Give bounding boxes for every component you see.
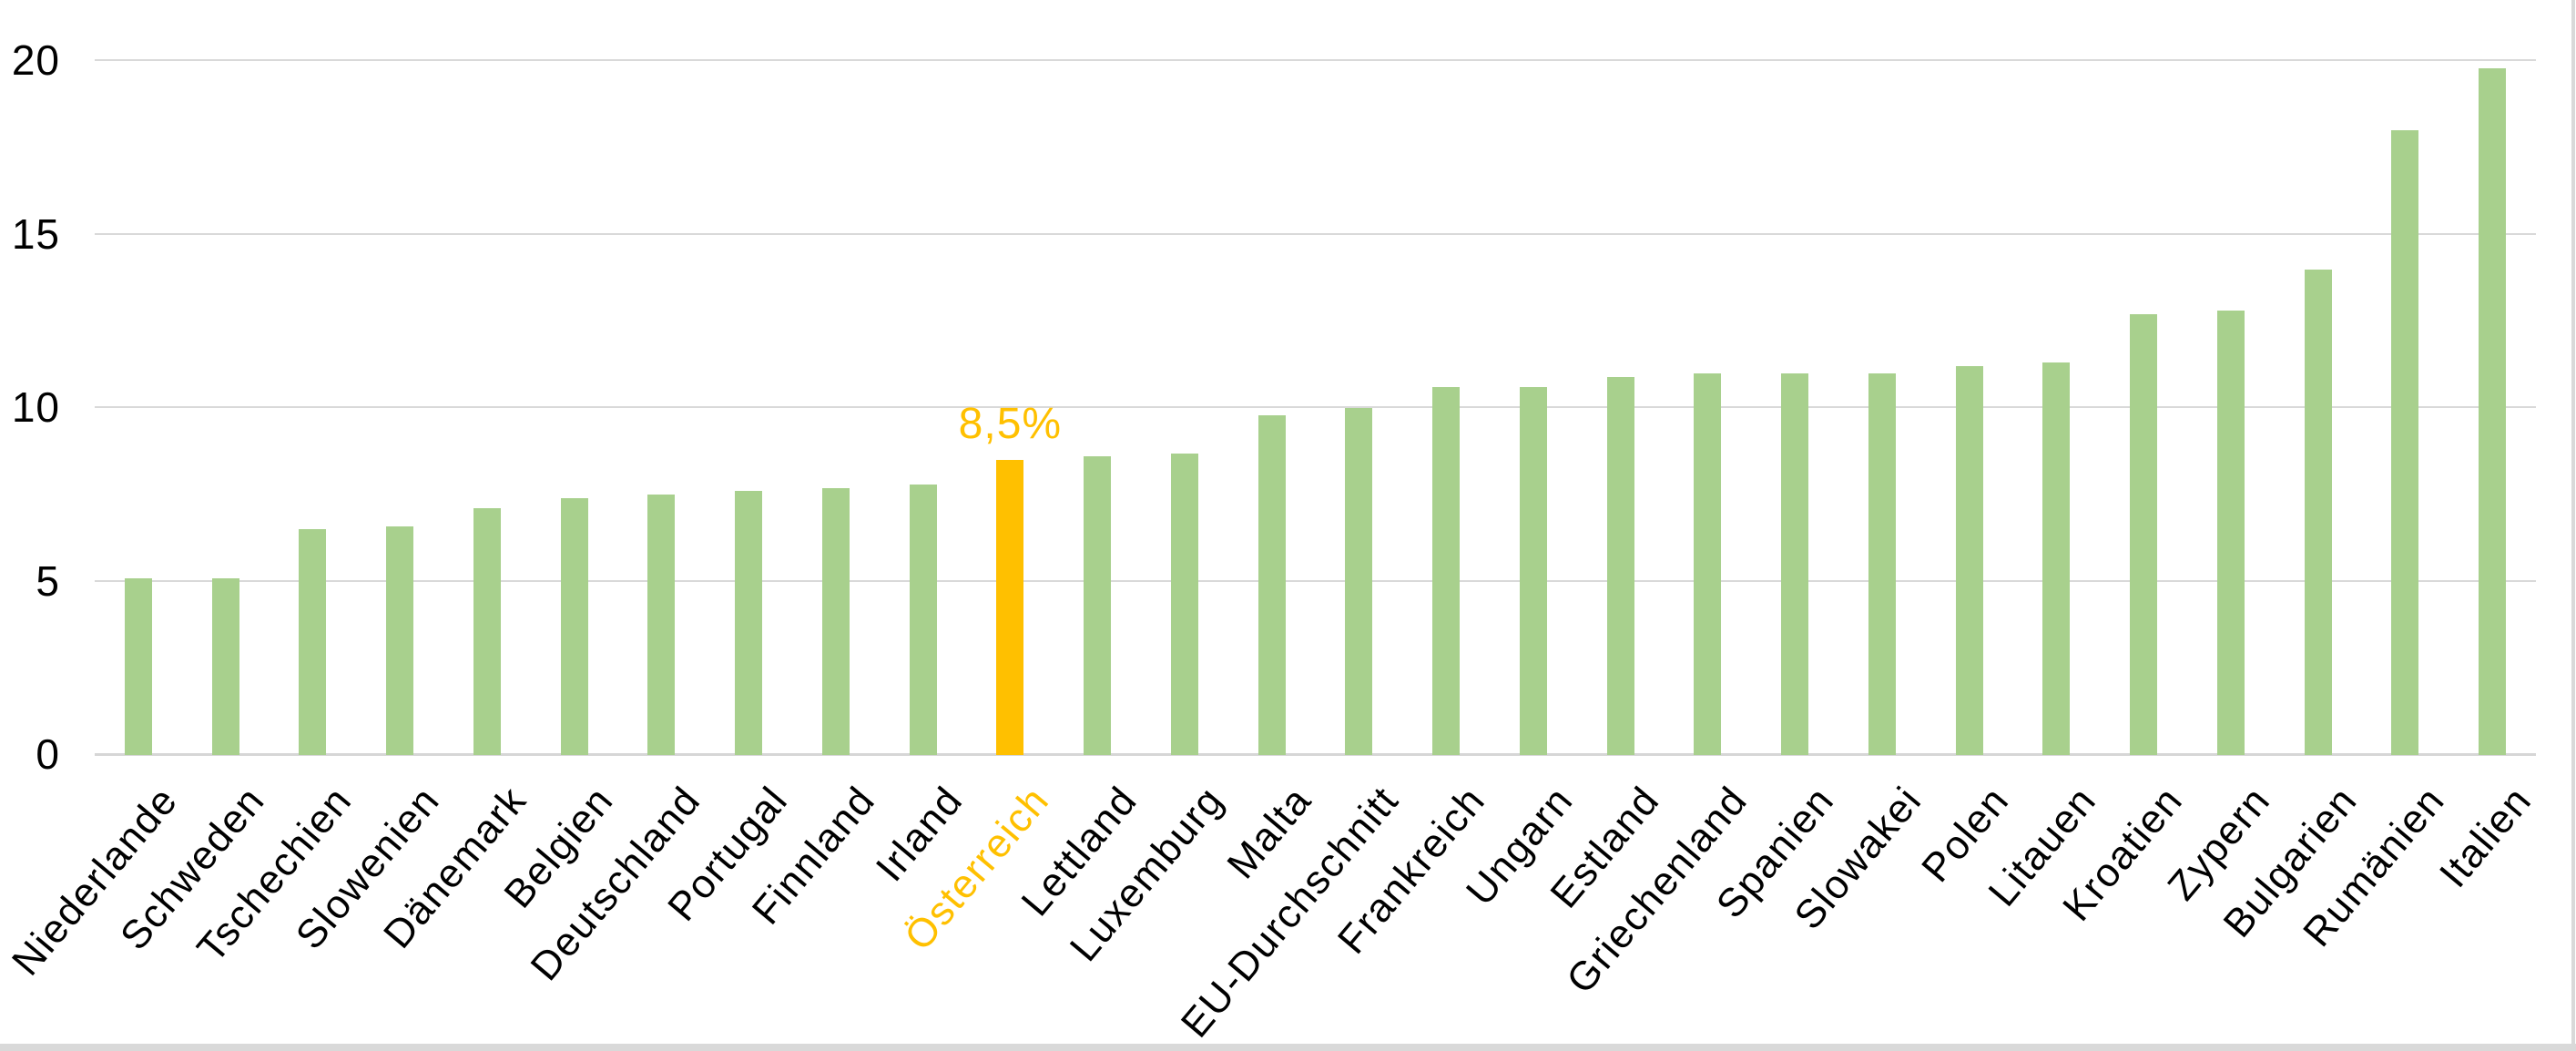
bar (124, 577, 152, 755)
bar (299, 529, 327, 755)
gridline-10 (95, 406, 2536, 408)
bar (1606, 376, 1634, 755)
bar-highlighted (996, 460, 1024, 755)
right-border-line (2571, 0, 2575, 1044)
bar (1432, 387, 1461, 755)
x-axis-category-label: Italien (2431, 778, 2540, 896)
bar (1519, 387, 1547, 755)
bar (2216, 311, 2245, 755)
bar (560, 498, 588, 755)
bar (1955, 366, 1983, 755)
bar (1868, 372, 1896, 755)
x-axis-line (95, 753, 2536, 756)
bar (821, 487, 850, 755)
bar (2479, 67, 2507, 755)
gridline-20 (95, 59, 2536, 61)
y-axis-tick-label: 10 (11, 383, 60, 431)
bar (473, 508, 501, 755)
y-axis-tick-label: 20 (11, 36, 60, 84)
bar (1345, 408, 1373, 755)
bar (1257, 414, 1286, 755)
bar (735, 491, 763, 755)
bar (1694, 372, 1722, 755)
y-axis-tick-label: 15 (11, 209, 60, 258)
bar (647, 495, 676, 755)
y-axis-tick-label: 5 (36, 556, 60, 605)
bar (1170, 453, 1198, 755)
bar (2042, 362, 2071, 755)
bar (2304, 269, 2332, 755)
bottom-border-band (0, 1044, 2576, 1051)
bar (1781, 372, 1809, 755)
gridline-5 (95, 579, 2536, 582)
bar (211, 577, 239, 755)
bar (2130, 314, 2158, 755)
highlight-value-label: 8,5% (958, 400, 1063, 449)
gridline-15 (95, 232, 2536, 235)
bar (1084, 456, 1112, 755)
bar (909, 484, 937, 755)
bar (386, 526, 414, 755)
bar (2391, 130, 2419, 755)
y-axis-tick-label: 0 (36, 730, 60, 778)
